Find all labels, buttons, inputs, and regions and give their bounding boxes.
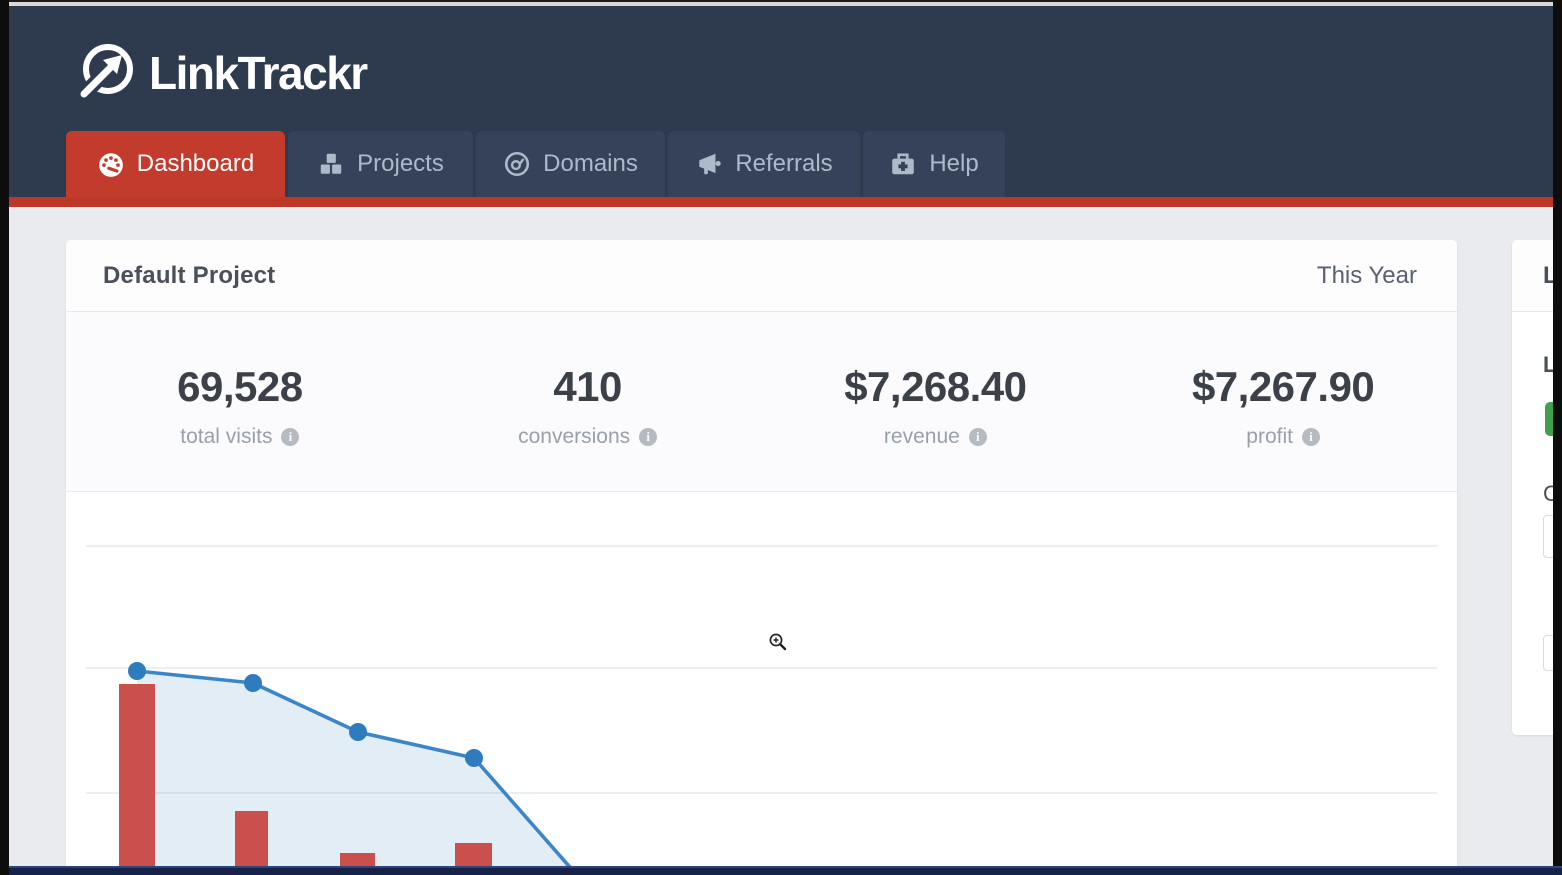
info-icon[interactable] [1301,427,1320,446]
tab-domains[interactable]: Domains [476,131,665,197]
nav-accent-line [9,197,1553,207]
tab-domains-label: Domains [543,150,638,177]
tab-dashboard[interactable]: Dashboard [66,131,285,197]
stat-value: $7,267.90 [1191,362,1375,410]
stat-profit: $7,267.90 profit [1109,312,1457,491]
linktrackr-logo-icon [76,39,139,106]
tab-referrals[interactable]: Referrals [668,131,860,197]
window-border-right [1553,0,1562,866]
window-border-left [0,0,9,875]
brand-name: LinkTrackr [149,46,368,99]
traffic-chart[interactable] [66,492,1457,866]
stat-value: 69,528 [177,362,303,410]
stat-value: $7,268.40 [844,362,1027,410]
info-icon[interactable] [968,427,987,446]
tab-help-label: Help [929,150,979,177]
globe-icon [503,150,531,178]
tab-referrals-label: Referrals [735,150,833,177]
window-bottom-bar [9,866,1562,875]
tab-dashboard-label: Dashboard [136,150,255,177]
stats-row: 69,528 total visits 410 conversions $7,2… [66,312,1457,492]
stat-label: total visits [180,424,273,448]
info-icon[interactable] [639,427,658,446]
tab-projects[interactable]: Projects [288,131,473,197]
stat-label: profit [1246,424,1293,448]
tab-projects-label: Projects [357,150,444,177]
window-top-edge [0,0,1562,2]
bullhorn-icon [695,150,723,178]
project-card: Default Project This Year 69,528 total v… [66,240,1457,866]
stat-label: revenue [883,424,960,448]
window-top-highlight [9,2,1553,6]
medkit-icon [889,150,917,178]
cubes-icon [317,150,345,178]
period-selector[interactable]: This Year [1316,261,1417,289]
project-card-header: Default Project This Year [66,240,1457,312]
zoom-in-cursor [768,632,788,657]
stat-revenue: $7,268.40 revenue [762,312,1110,491]
stat-label: conversions [518,424,631,448]
stat-conversions: 410 conversions [414,312,762,491]
info-icon[interactable] [281,427,300,446]
tachometer-icon [97,150,125,178]
brand-logo[interactable]: LinkTrackr [76,39,368,106]
stat-value: 410 [553,362,622,410]
stat-total-visits: 69,528 total visits [66,312,414,491]
tab-help[interactable]: Help [863,131,1005,197]
project-title[interactable]: Default Project [103,261,276,289]
